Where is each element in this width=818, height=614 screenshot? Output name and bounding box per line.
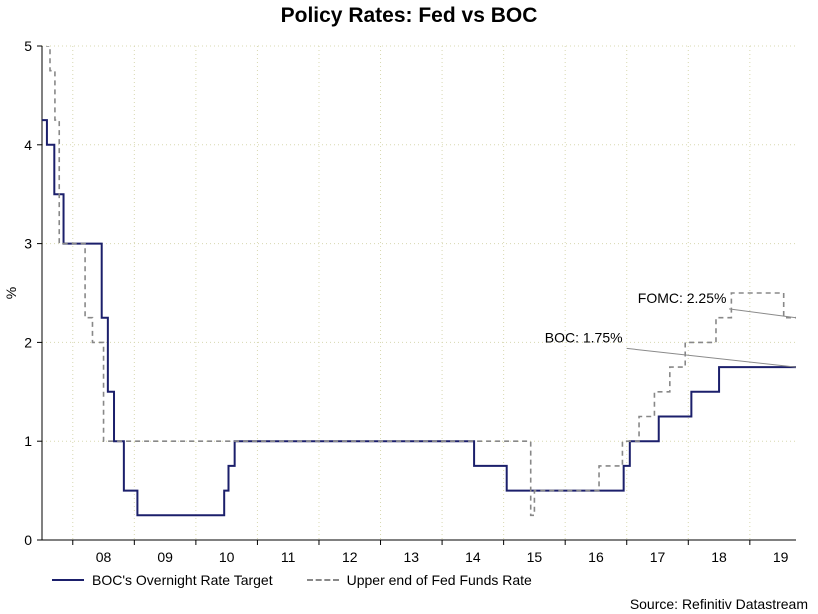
ytick-label-1: 1 — [24, 433, 32, 449]
ytick-label-0: 0 — [24, 532, 32, 548]
legend-label-fed: Upper end of Fed Funds Rate — [346, 572, 532, 588]
legend-swatch-fed — [306, 579, 339, 581]
annotation-label-1: BOC: 1.75% — [545, 329, 623, 345]
legend-swatch-boc — [52, 579, 84, 581]
xtick-label-10: 10 — [219, 549, 235, 565]
ytick-label-4: 4 — [24, 137, 32, 153]
xtick-label-11: 11 — [281, 549, 296, 565]
legend-label-boc: BOC's Overnight Rate Target — [92, 572, 273, 588]
xtick-label-19: 19 — [773, 549, 789, 565]
annotation-leader-0 — [728, 308, 797, 319]
xtick-label-13: 13 — [404, 549, 420, 565]
ytick-label-5: 5 — [24, 38, 32, 54]
ytick-label-2: 2 — [24, 334, 32, 350]
series-line-boc — [42, 119, 796, 517]
legend-item-boc: BOC's Overnight Rate Target — [52, 572, 273, 588]
xtick-label-17: 17 — [650, 549, 666, 565]
xtick-label-15: 15 — [527, 549, 543, 565]
legend-item-fed: Upper end of Fed Funds Rate — [306, 572, 532, 588]
xtick-label-16: 16 — [588, 549, 604, 565]
xtick-label-12: 12 — [342, 549, 358, 565]
annotation-label-0: FOMC: 2.25% — [638, 290, 727, 306]
series-line-fed — [46, 46, 796, 517]
legend: BOC's Overnight Rate Target Upper end of… — [52, 572, 532, 588]
xtick-label-08: 08 — [96, 549, 112, 565]
source-note: Source: Refinitiv Datastream — [629, 596, 808, 612]
xtick-label-14: 14 — [465, 549, 481, 565]
ytick-label-3: 3 — [24, 236, 32, 252]
xtick-label-09: 09 — [157, 549, 173, 565]
chart-title: Policy Rates: Fed vs BOC — [280, 4, 538, 27]
y-axis-label: % — [3, 287, 19, 299]
annotation-leader-1 — [626, 347, 797, 368]
xtick-label-18: 18 — [711, 549, 727, 565]
